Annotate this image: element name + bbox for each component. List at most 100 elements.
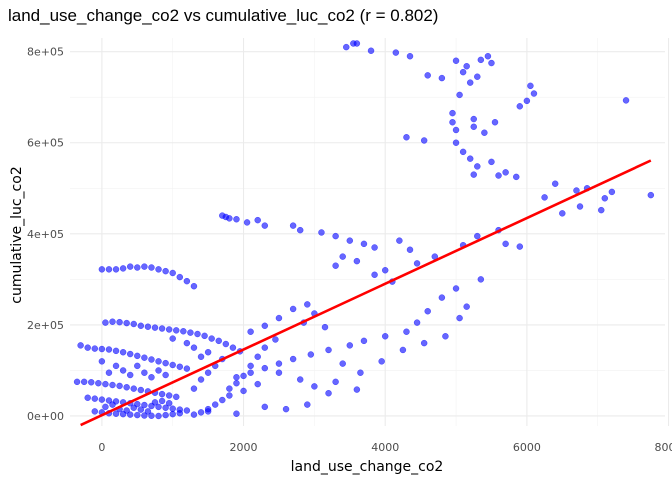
- data-point: [559, 210, 566, 217]
- data-point: [169, 335, 176, 342]
- data-point: [523, 97, 531, 105]
- data-point: [346, 237, 354, 244]
- data-point: [155, 412, 162, 420]
- data-point: [353, 257, 361, 265]
- data-point: [109, 401, 116, 408]
- data-point: [466, 79, 474, 86]
- data-point: [403, 134, 410, 141]
- data-point: [420, 137, 428, 144]
- data-point: [183, 277, 191, 285]
- data-point: [470, 123, 477, 131]
- data-point: [424, 72, 431, 79]
- data-point: [208, 335, 215, 342]
- data-point: [197, 353, 205, 361]
- data-point: [98, 358, 106, 365]
- data-point: [165, 399, 173, 407]
- data-point: [381, 333, 389, 340]
- data-point: [91, 345, 99, 352]
- data-point: [304, 401, 311, 408]
- data-point: [226, 392, 233, 399]
- data-point: [466, 155, 474, 162]
- data-point: [190, 344, 198, 351]
- data-point: [102, 319, 109, 326]
- data-point: [381, 267, 389, 274]
- data-point: [141, 354, 148, 361]
- data-point: [126, 350, 134, 358]
- data-point: [169, 410, 176, 418]
- data-point: [598, 206, 605, 214]
- data-point: [608, 188, 616, 196]
- data-point: [173, 393, 180, 401]
- data-point: [105, 369, 113, 376]
- data-point: [197, 409, 205, 416]
- data-point: [162, 411, 169, 419]
- data-point: [130, 404, 137, 412]
- data-point: [513, 173, 520, 181]
- data-point: [459, 68, 467, 76]
- data-point: [190, 411, 198, 418]
- data-point: [452, 285, 460, 292]
- data-point: [134, 411, 141, 419]
- data-point: [647, 191, 655, 199]
- data-point: [204, 348, 212, 356]
- data-point: [360, 240, 368, 248]
- data-point: [275, 369, 283, 376]
- data-point: [573, 187, 580, 194]
- data-point: [126, 411, 134, 418]
- data-point: [141, 412, 148, 419]
- data-point: [459, 148, 467, 156]
- data-point: [134, 264, 141, 271]
- data-point: [123, 384, 130, 391]
- data-point: [151, 399, 159, 406]
- data-point: [112, 362, 120, 370]
- data-point: [148, 374, 155, 381]
- data-point: [491, 118, 499, 126]
- data-point: [169, 269, 176, 277]
- data-point: [158, 390, 166, 398]
- data-point: [275, 360, 283, 367]
- data-point: [155, 403, 162, 411]
- data-point: [371, 244, 378, 251]
- data-point: [88, 379, 95, 386]
- data-point: [516, 243, 524, 250]
- data-point: [130, 385, 137, 392]
- data-point: [162, 404, 169, 412]
- data-point: [98, 396, 106, 403]
- data-point: [95, 379, 102, 387]
- data-point: [84, 394, 91, 402]
- y-tick-label: 2e+05: [27, 319, 64, 332]
- data-point: [183, 365, 191, 372]
- data-point: [339, 253, 346, 260]
- data-point: [197, 376, 205, 383]
- data-point: [399, 346, 407, 354]
- data-point: [438, 294, 446, 301]
- data-point: [173, 327, 180, 334]
- data-point: [601, 195, 609, 202]
- data-point: [307, 351, 315, 358]
- data-point: [477, 56, 485, 64]
- data-point: [296, 376, 304, 383]
- data-point: [254, 353, 261, 361]
- data-point: [452, 57, 460, 65]
- data-point: [148, 356, 155, 363]
- data-point: [158, 397, 166, 405]
- data-point: [80, 378, 88, 386]
- data-point: [243, 219, 251, 226]
- data-point: [551, 180, 559, 187]
- data-point: [233, 215, 240, 223]
- data-point: [201, 332, 208, 340]
- data-point: [474, 163, 481, 170]
- data-point: [119, 265, 127, 272]
- data-point: [126, 371, 134, 379]
- data-point: [247, 328, 254, 335]
- data-point: [254, 380, 261, 388]
- data-point: [204, 369, 212, 376]
- data-point: [332, 378, 339, 386]
- data-point: [176, 273, 184, 281]
- data-point: [219, 396, 226, 404]
- data-point: [105, 346, 113, 353]
- data-point: [371, 271, 378, 279]
- data-point: [452, 126, 460, 134]
- data-point: [102, 403, 109, 411]
